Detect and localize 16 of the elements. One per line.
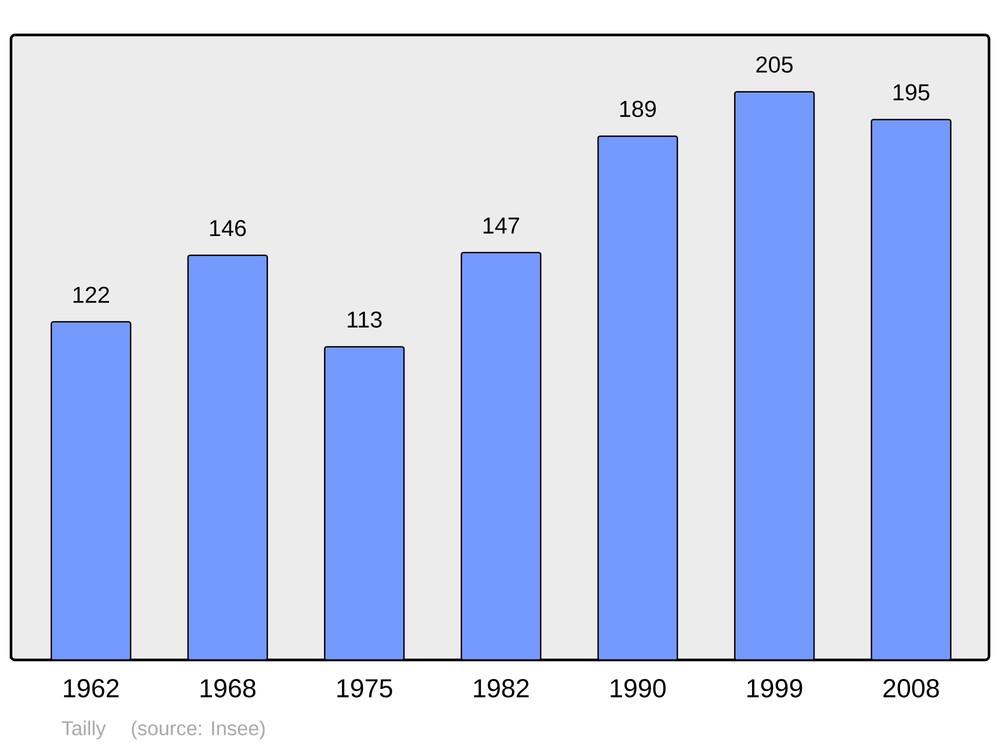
text: Tailly: [62, 720, 106, 740]
x-tick-label: 1975: [337, 679, 392, 698]
x-tick-label: 1968: [200, 679, 256, 698]
x-tick-label: 2008: [884, 679, 939, 698]
data-label: 122: [74, 286, 109, 303]
data-label: 189: [620, 100, 656, 118]
x-tick-label: 1990: [610, 679, 666, 698]
text: (source: Insee): [132, 720, 265, 740]
data-label: 147: [484, 218, 520, 234]
data-label: 205: [756, 56, 793, 73]
data-label: 146: [210, 220, 246, 236]
x-tick-label: 1999: [747, 679, 802, 698]
x-tick-label: 1982: [474, 679, 529, 698]
data-label: 113: [348, 311, 382, 328]
data-label: 195: [894, 84, 930, 100]
x-tick-label: 1962: [64, 679, 119, 698]
